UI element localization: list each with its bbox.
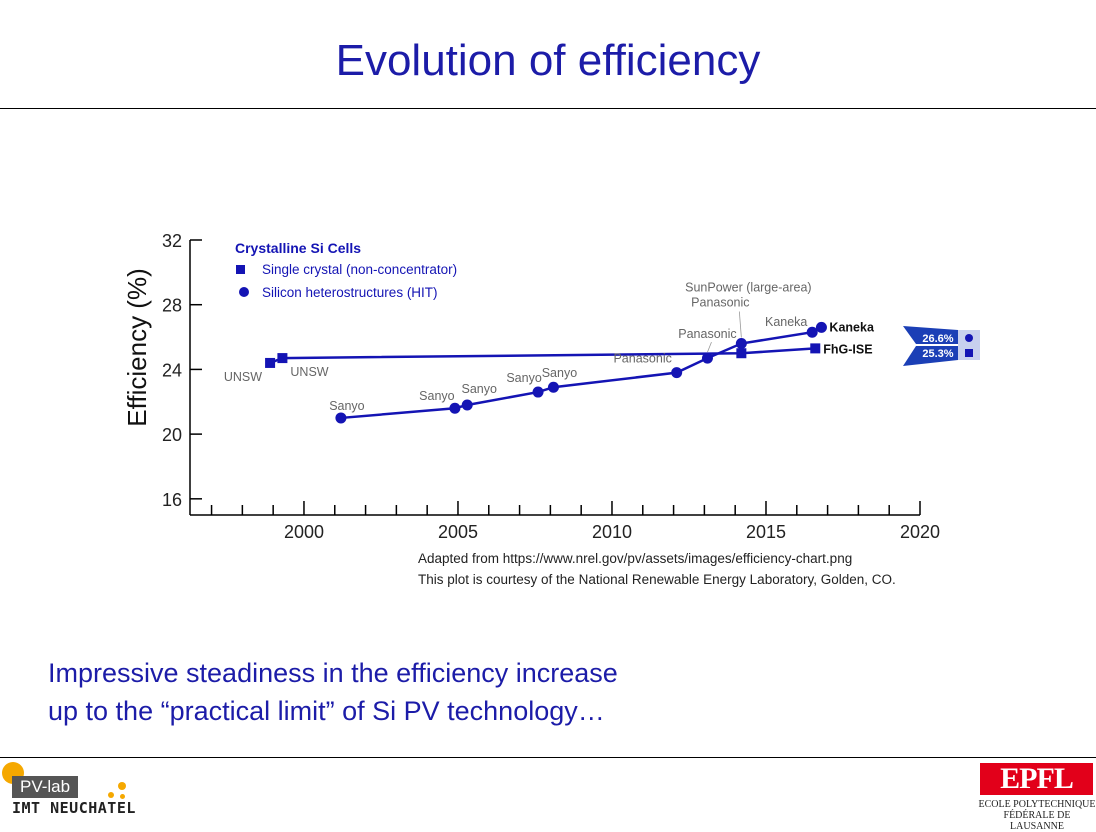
efficiency-chart: 16 20 24 28 32 2000 2005 2010 2015 2020 Efficiency… <box>122 231 980 542</box>
legend-entry: Silicon heterostructures (HIT) <box>262 285 438 300</box>
data-point-square <box>736 348 747 359</box>
data-point-circle <box>701 352 713 364</box>
epfl-name-line: FÉDÉRALE DE LAUSANNE <box>1003 810 1071 832</box>
data-point-square <box>265 357 276 368</box>
data-label: SunPower (large-area) <box>685 281 811 295</box>
imt-neuchatel-logo: IMT NEUCHATEL <box>12 799 136 817</box>
pvlab-logo-dot <box>120 794 125 799</box>
epfl-logo: EPFL <box>980 763 1093 795</box>
legend-entry: Single crystal (non-concentrator) <box>262 262 457 277</box>
footer-divider <box>0 757 1096 758</box>
x-tick-label: 2010 <box>592 522 632 542</box>
y-tick-label: 24 <box>162 360 182 380</box>
data-label: Panasonic <box>678 327 736 341</box>
legend-marker-circle <box>239 287 249 297</box>
data-label: Sanyo <box>506 371 541 385</box>
leader-line <box>707 341 712 353</box>
data-label: UNSW <box>290 365 328 379</box>
data-point-circle <box>461 399 473 411</box>
record-badge-marker <box>965 349 973 357</box>
record-badge-marker <box>965 334 973 342</box>
record-badge-bg <box>958 330 980 360</box>
record-badge-arrow <box>903 346 958 366</box>
data-point-circle <box>806 326 818 338</box>
summary-line: up to the “practical limit” of Si PV tec… <box>48 696 605 726</box>
data-label: Panasonic <box>691 296 749 310</box>
summary-text: Impressive steadiness in the efficiency … <box>48 654 618 730</box>
caption-line: Adapted from https://www.nrel.gov/pv/ass… <box>418 551 853 566</box>
record-badge-arrow <box>903 326 958 344</box>
y-tick-label: 28 <box>162 296 182 316</box>
legend-marker-square <box>236 265 245 274</box>
summary-line: Impressive steadiness in the efficiency … <box>48 658 618 688</box>
x-tick-label: 2000 <box>284 522 324 542</box>
data-point-square <box>277 353 288 364</box>
data-label: Sanyo <box>542 366 577 380</box>
epfl-logo-text: EPFL <box>1000 762 1074 795</box>
x-tick-label: 2015 <box>746 522 786 542</box>
data-point-circle <box>532 386 544 398</box>
data-point-circle <box>815 321 827 333</box>
slide-title: Evolution of efficiency <box>335 36 761 85</box>
epfl-name-line: ECOLE POLYTECHNIQUE <box>978 799 1096 810</box>
y-tick-label: 20 <box>162 425 182 445</box>
data-label: Sanyo <box>329 399 364 413</box>
series-line <box>269 347 816 365</box>
pvlab-logo-text: PV-lab <box>12 776 79 798</box>
data-label: Sanyo <box>461 382 496 396</box>
y-tick-label: 32 <box>162 231 182 251</box>
title-divider <box>0 108 1096 109</box>
x-tick-label: 2005 <box>438 522 478 542</box>
chart-caption: Adapted from https://www.nrel.gov/pv/ass… <box>418 548 896 590</box>
record-label: Kaneka <box>829 320 875 334</box>
series-line <box>340 326 823 420</box>
data-label: Sanyo <box>419 389 454 403</box>
data-point-circle <box>671 367 683 379</box>
y-tick-label: 16 <box>162 490 182 510</box>
pvlab-logo-dot <box>108 792 114 798</box>
data-label: Kaneka <box>765 315 807 329</box>
data-label: UNSW <box>224 370 262 384</box>
record-badge-value: 25.3% <box>922 348 953 360</box>
data-point-circle <box>335 412 347 424</box>
data-point-circle <box>735 338 747 350</box>
legend-title: Crystalline Si Cells <box>235 240 361 256</box>
data-point-circle <box>449 402 461 414</box>
y-axis-label: Efficiency (%) <box>122 268 152 426</box>
data-label: Panasonic <box>613 352 671 366</box>
data-point-circle <box>547 381 559 393</box>
x-tick-label: 2020 <box>900 522 940 542</box>
leader-line <box>738 311 742 338</box>
record-label: FhG-ISE <box>823 342 872 356</box>
record-badge-value: 26.6% <box>922 333 953 345</box>
caption-line: This plot is courtesy of the National Re… <box>418 572 896 587</box>
data-point-square <box>810 343 821 354</box>
pvlab-logo-dot <box>118 782 126 790</box>
